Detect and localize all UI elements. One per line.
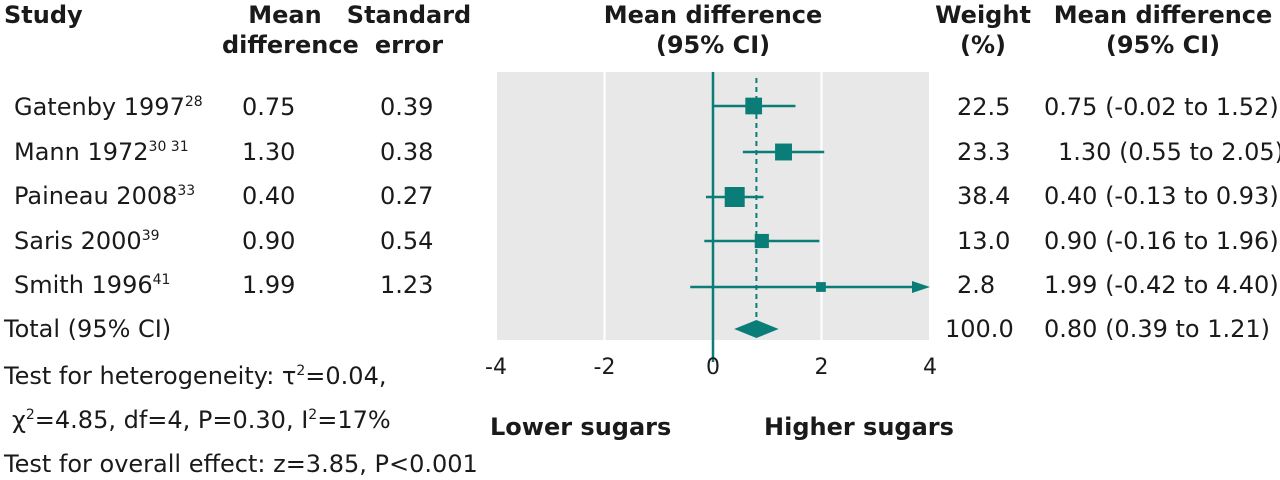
- mean-difference-value: 0.90: [242, 227, 296, 255]
- study-estimate-square: [754, 233, 769, 249]
- weight-value: 13.0: [957, 227, 1011, 255]
- study-estimate-square: [724, 187, 745, 207]
- mean-difference-header: Mean difference: [222, 1, 359, 59]
- standard-error-value: 0.38: [380, 138, 434, 166]
- ci-value: 0.40 (-0.13 to 0.93): [1044, 182, 1279, 210]
- standard-error-value: 0.39: [380, 93, 434, 121]
- study-estimate-square: [775, 143, 792, 161]
- ci-column-header: Mean difference (95% CI): [1053, 1, 1273, 59]
- x-tick-label: 4: [923, 355, 937, 380]
- plot-header: Mean difference (95% CI): [603, 1, 823, 59]
- pooled-diamond: [734, 320, 779, 338]
- study-name: Paineau 200833: [14, 182, 196, 210]
- x-tick-label: -2: [594, 355, 616, 380]
- study-reference: 39: [141, 228, 160, 244]
- study-estimate-square: [745, 97, 763, 115]
- x-tick-label: 2: [815, 355, 829, 380]
- study-estimate-square: [816, 282, 826, 292]
- study-reference: 30 31: [148, 139, 189, 155]
- study-name: Gatenby 199728: [14, 93, 203, 121]
- favours-right-label: Higher sugars: [764, 413, 954, 441]
- ci-value: 0.75 (-0.02 to 1.52): [1044, 93, 1279, 121]
- total-label: Total (95% CI): [4, 315, 172, 343]
- mean-difference-value: 0.75: [242, 93, 296, 121]
- ci-value: 1.30 (0.55 to 2.05): [1058, 138, 1280, 166]
- total-ci: 0.80 (0.39 to 1.21): [1044, 315, 1271, 343]
- favours-left-label: Lower sugars: [490, 413, 672, 441]
- weight-value: 23.3: [957, 138, 1011, 166]
- ci-value: 1.99 (-0.42 to 4.40): [1044, 271, 1279, 299]
- study-header: Study: [4, 1, 83, 29]
- weight-value: 38.4: [957, 182, 1011, 210]
- study-name: Saris 200039: [14, 227, 160, 255]
- x-tick-label: -4: [485, 355, 507, 380]
- study-reference: 33: [177, 183, 196, 199]
- standard-error-header: Standard error: [346, 1, 472, 59]
- ci-arrow: [912, 281, 930, 293]
- ci-value: 0.90 (-0.16 to 1.96): [1044, 227, 1279, 255]
- weight-header: Weight (%): [935, 1, 1031, 59]
- heterogeneity-test-line1: Test for heterogeneity: τ2=0.04,: [4, 362, 387, 390]
- weight-value: 22.5: [957, 93, 1011, 121]
- study-reference: 41: [152, 272, 171, 288]
- weight-value: 2.8: [957, 271, 996, 299]
- mean-difference-value: 1.30: [242, 138, 296, 166]
- total-weight: 100.0: [945, 315, 1014, 343]
- study-reference: 28: [184, 94, 203, 110]
- standard-error-value: 0.54: [380, 227, 434, 255]
- mean-difference-value: 0.40: [242, 182, 296, 210]
- heterogeneity-test-line2: χ2=4.85, df=4, P=0.30, I2=17%: [12, 406, 391, 434]
- mean-difference-value: 1.99: [242, 271, 296, 299]
- study-name: Smith 199641: [14, 271, 171, 299]
- overall-effect-test: Test for overall effect: z=3.85, P<0.001: [4, 450, 478, 478]
- standard-error-value: 1.23: [380, 271, 434, 299]
- standard-error-value: 0.27: [380, 182, 434, 210]
- study-name: Mann 197230 31: [14, 138, 189, 166]
- x-tick-label: 0: [706, 355, 720, 380]
